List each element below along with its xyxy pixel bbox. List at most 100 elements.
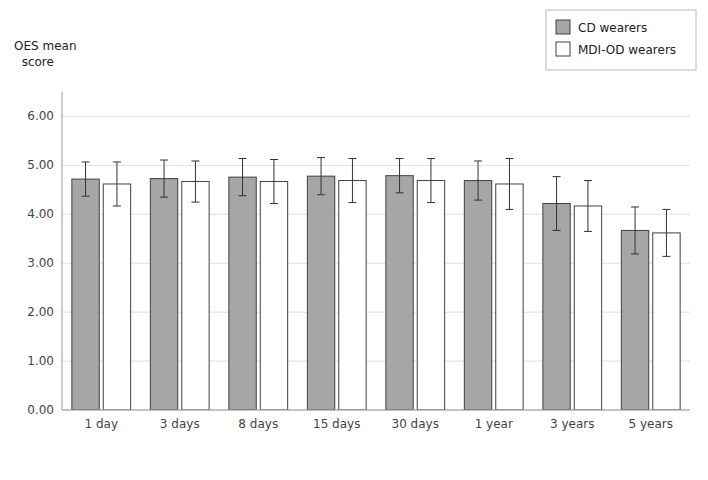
bar bbox=[339, 181, 366, 410]
bar bbox=[621, 230, 648, 410]
error-cap bbox=[584, 231, 592, 232]
error-cap bbox=[270, 203, 278, 204]
error-bar bbox=[553, 177, 561, 231]
error-cap bbox=[474, 200, 482, 201]
error-bar bbox=[474, 161, 482, 200]
error-cap bbox=[317, 157, 325, 158]
grid bbox=[62, 116, 690, 410]
y-tick-label: 5.00 bbox=[27, 158, 54, 172]
error-bar bbox=[631, 207, 639, 254]
x-tick-label: 3 years bbox=[550, 417, 594, 431]
marks bbox=[72, 158, 680, 410]
error-stem bbox=[430, 159, 431, 203]
error-cap bbox=[191, 160, 199, 161]
y-tick-label: 2.00 bbox=[27, 305, 54, 319]
error-bar bbox=[317, 158, 325, 195]
error-stem bbox=[273, 160, 274, 204]
y-axis-label: score bbox=[14, 55, 54, 69]
bar bbox=[417, 181, 444, 410]
error-bar bbox=[348, 159, 356, 203]
error-bar bbox=[427, 159, 435, 203]
error-cap bbox=[113, 205, 121, 206]
error-cap bbox=[662, 256, 670, 257]
error-stem bbox=[352, 159, 353, 203]
x-tick-label: 8 days bbox=[238, 417, 278, 431]
error-stem bbox=[242, 159, 243, 196]
error-bar bbox=[662, 209, 670, 256]
error-cap bbox=[348, 202, 356, 203]
error-stem bbox=[509, 159, 510, 210]
error-bar bbox=[82, 162, 90, 196]
error-bar bbox=[270, 160, 278, 204]
bar bbox=[386, 176, 413, 410]
error-stem bbox=[478, 161, 479, 200]
grid-line bbox=[62, 165, 690, 166]
error-cap bbox=[427, 158, 435, 159]
x-axis-line bbox=[62, 410, 690, 411]
legend-label: MDI-OD wearers bbox=[578, 43, 676, 57]
error-stem bbox=[587, 181, 588, 232]
error-stem bbox=[666, 209, 667, 256]
error-cap bbox=[82, 161, 90, 162]
bar bbox=[182, 182, 209, 410]
error-bar bbox=[191, 161, 199, 202]
error-stem bbox=[635, 207, 636, 254]
error-bar bbox=[505, 159, 513, 210]
grid-line bbox=[62, 116, 690, 117]
error-stem bbox=[164, 160, 165, 197]
error-bar bbox=[239, 159, 247, 196]
grid-line bbox=[62, 410, 690, 411]
x-tick-label: 1 year bbox=[475, 417, 513, 431]
error-cap bbox=[662, 209, 670, 210]
y-tick-label: 6.00 bbox=[27, 109, 54, 123]
bar bbox=[229, 177, 256, 410]
error-cap bbox=[631, 206, 639, 207]
error-cap bbox=[396, 192, 404, 193]
error-stem bbox=[195, 161, 196, 202]
error-cap bbox=[505, 158, 513, 159]
error-cap bbox=[82, 196, 90, 197]
error-bar bbox=[396, 159, 404, 193]
chart: 0.001.002.003.004.005.006.001 day3 days8… bbox=[0, 0, 708, 480]
error-cap bbox=[348, 158, 356, 159]
series bbox=[103, 159, 680, 410]
error-cap bbox=[317, 194, 325, 195]
error-cap bbox=[505, 209, 513, 210]
bar bbox=[574, 206, 601, 410]
y-tick-label: 0.00 bbox=[27, 403, 54, 417]
x-tick-label: 3 days bbox=[160, 417, 200, 431]
bar bbox=[307, 176, 334, 410]
error-stem bbox=[399, 159, 400, 193]
error-stem bbox=[321, 158, 322, 195]
bar bbox=[496, 184, 523, 410]
x-tick-label: 5 years bbox=[629, 417, 673, 431]
error-cap bbox=[553, 176, 561, 177]
legend-label: CD wearers bbox=[578, 21, 647, 35]
error-bar bbox=[160, 160, 168, 197]
error-cap bbox=[553, 230, 561, 231]
error-cap bbox=[113, 161, 121, 162]
x-tick-label: 15 days bbox=[313, 417, 360, 431]
legend-swatch bbox=[556, 42, 570, 56]
bar bbox=[103, 184, 130, 410]
error-cap bbox=[427, 202, 435, 203]
legend: CD wearers MDI-OD wearers bbox=[546, 10, 696, 70]
error-cap bbox=[239, 195, 247, 196]
bar bbox=[260, 182, 287, 410]
error-bar bbox=[113, 162, 121, 206]
error-stem bbox=[556, 177, 557, 231]
y-tick-label: 1.00 bbox=[27, 354, 54, 368]
bar bbox=[543, 204, 570, 410]
legend-swatch bbox=[556, 20, 570, 34]
y-axis-label: OES mean bbox=[14, 39, 77, 53]
error-cap bbox=[160, 160, 168, 161]
bar bbox=[72, 179, 99, 410]
error-cap bbox=[584, 180, 592, 181]
y-axis-line bbox=[62, 92, 63, 410]
error-cap bbox=[239, 158, 247, 159]
x-tick-label: 1 day bbox=[84, 417, 118, 431]
error-cap bbox=[396, 158, 404, 159]
bar bbox=[464, 181, 491, 410]
error-cap bbox=[270, 159, 278, 160]
error-cap bbox=[191, 202, 199, 203]
